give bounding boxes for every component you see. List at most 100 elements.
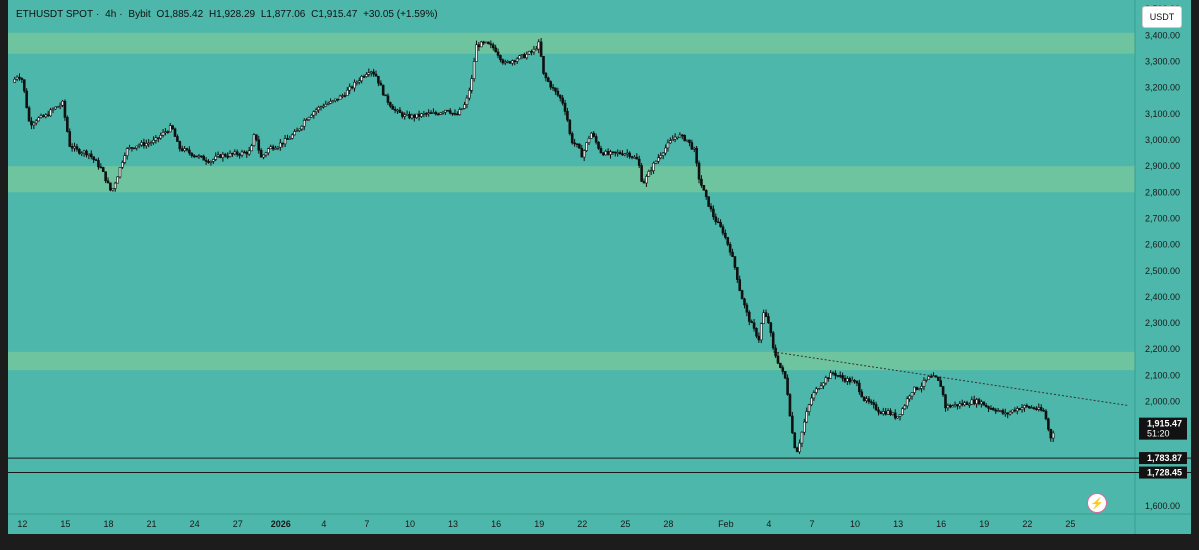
candle[interactable]	[424, 113, 428, 115]
alert-bolt-icon[interactable]: ⚡	[1087, 493, 1107, 513]
candle[interactable]	[879, 411, 883, 415]
candle[interactable]	[446, 109, 450, 112]
candle[interactable]	[946, 405, 950, 409]
candle[interactable]	[412, 114, 416, 118]
candle[interactable]	[843, 377, 847, 382]
candle[interactable]	[975, 399, 978, 405]
candle[interactable]	[580, 147, 584, 158]
candle[interactable]	[1018, 408, 1021, 411]
candle[interactable]	[46, 114, 50, 117]
candle[interactable]	[92, 156, 95, 160]
candle[interactable]	[958, 403, 962, 407]
candle[interactable]	[551, 86, 555, 89]
candle[interactable]	[922, 380, 926, 387]
candle[interactable]	[846, 378, 849, 382]
candle[interactable]	[523, 54, 526, 59]
candle[interactable]	[623, 153, 627, 156]
candle[interactable]	[719, 221, 722, 228]
candle[interactable]	[286, 138, 289, 140]
candle[interactable]	[1047, 418, 1050, 430]
candle[interactable]	[44, 114, 48, 118]
candle[interactable]	[482, 41, 485, 44]
candle[interactable]	[226, 155, 229, 158]
candle[interactable]	[219, 154, 222, 158]
candle[interactable]	[61, 100, 64, 106]
candle[interactable]	[123, 155, 127, 163]
candle[interactable]	[953, 404, 957, 407]
candle[interactable]	[104, 171, 107, 182]
candle[interactable]	[637, 158, 641, 166]
candle[interactable]	[345, 89, 349, 96]
candle[interactable]	[161, 131, 165, 136]
candle[interactable]	[855, 380, 859, 384]
candle[interactable]	[401, 112, 404, 117]
candle[interactable]	[204, 159, 208, 162]
candle[interactable]	[27, 107, 31, 122]
candle[interactable]	[398, 109, 402, 113]
candle[interactable]	[664, 147, 667, 154]
candle[interactable]	[393, 109, 397, 111]
candle[interactable]	[465, 97, 469, 105]
candle[interactable]	[726, 237, 730, 245]
candle[interactable]	[865, 398, 868, 401]
candle[interactable]	[913, 386, 916, 393]
candle[interactable]	[1032, 407, 1036, 409]
candle[interactable]	[654, 160, 658, 164]
candle[interactable]	[343, 95, 347, 97]
candle[interactable]	[767, 316, 770, 324]
candle[interactable]	[932, 375, 935, 378]
candle[interactable]	[582, 150, 586, 158]
candle[interactable]	[441, 111, 445, 114]
candle[interactable]	[149, 142, 153, 144]
candle[interactable]	[298, 128, 301, 131]
candle[interactable]	[379, 82, 383, 86]
candle[interactable]	[611, 151, 615, 154]
candle[interactable]	[329, 101, 332, 104]
candle[interactable]	[73, 146, 76, 149]
candle[interactable]	[649, 170, 653, 172]
candle[interactable]	[951, 405, 954, 408]
candle[interactable]	[697, 162, 701, 180]
candle[interactable]	[331, 100, 335, 102]
candle[interactable]	[300, 125, 304, 130]
candle[interactable]	[111, 188, 115, 191]
candle[interactable]	[812, 392, 816, 399]
candle[interactable]	[499, 55, 502, 61]
candle[interactable]	[334, 98, 337, 101]
candle[interactable]	[908, 395, 911, 400]
candle[interactable]	[535, 48, 538, 51]
candle[interactable]	[613, 151, 617, 154]
candle[interactable]	[288, 137, 292, 140]
candle[interactable]	[939, 380, 943, 387]
candle[interactable]	[147, 142, 150, 145]
candle[interactable]	[1049, 428, 1053, 439]
candle[interactable]	[805, 411, 809, 423]
candle[interactable]	[1013, 409, 1017, 412]
candle[interactable]	[666, 142, 670, 149]
price-zone[interactable]	[8, 32, 1135, 54]
candle[interactable]	[709, 206, 713, 210]
candle[interactable]	[554, 87, 557, 92]
candle[interactable]	[898, 414, 902, 417]
candle[interactable]	[338, 95, 342, 100]
candle[interactable]	[312, 111, 316, 116]
candle[interactable]	[791, 415, 794, 434]
candle[interactable]	[977, 399, 981, 405]
candle[interactable]	[721, 226, 725, 234]
candle[interactable]	[319, 106, 323, 109]
candle[interactable]	[1023, 405, 1026, 409]
candle[interactable]	[800, 431, 804, 444]
candle[interactable]	[310, 114, 313, 118]
candle[interactable]	[731, 251, 734, 257]
candle[interactable]	[982, 401, 986, 406]
candle[interactable]	[616, 152, 619, 154]
candle[interactable]	[1027, 406, 1031, 409]
candle[interactable]	[30, 120, 33, 126]
candle[interactable]	[570, 133, 574, 144]
candle[interactable]	[188, 149, 191, 154]
candle[interactable]	[604, 151, 608, 156]
candle[interactable]	[235, 151, 239, 155]
candle[interactable]	[245, 151, 249, 155]
candle[interactable]	[673, 136, 677, 140]
candle[interactable]	[508, 61, 512, 64]
